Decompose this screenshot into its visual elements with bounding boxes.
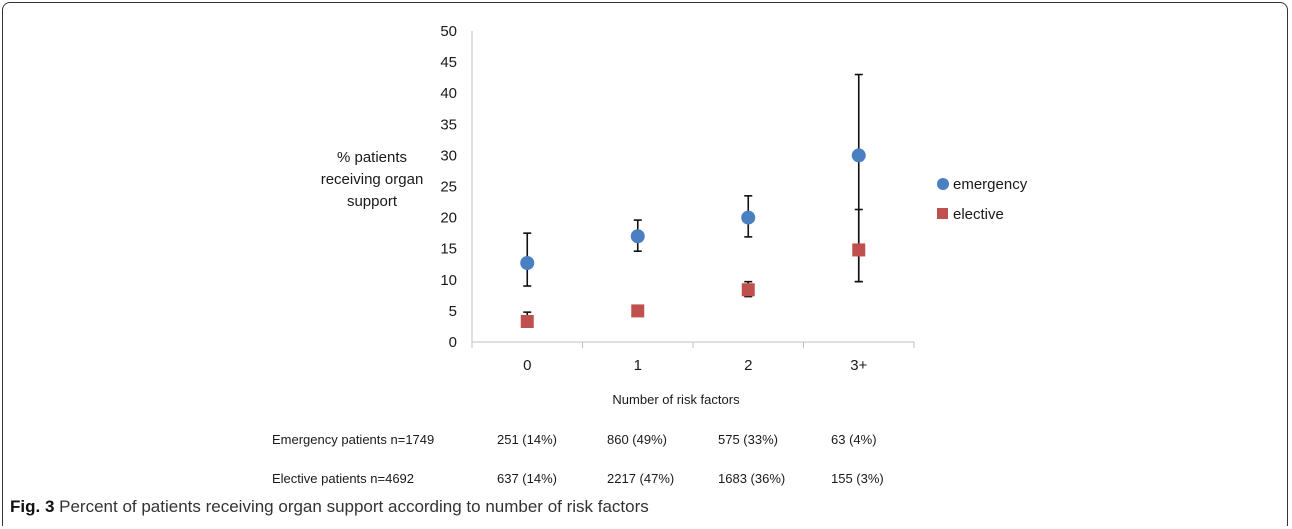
point-elective (631, 304, 645, 318)
y-axis-label-line-1: % patients (337, 149, 407, 166)
y-tick-label: 5 (449, 303, 457, 320)
table-row-label-emergency: Emergency patients n=1749 (272, 432, 434, 447)
table-cell: 251 (14%) (497, 432, 557, 447)
y-tick-label: 20 (440, 210, 457, 227)
legend-label-elective: elective (953, 206, 1004, 223)
counts-table: Emergency patients n=1749 251 (14%) 860 … (272, 432, 884, 486)
figure-caption-text: Percent of patients receiving organ supp… (54, 497, 649, 516)
point-emergency (851, 148, 866, 163)
y-tick-label: 15 (440, 241, 457, 258)
y-tick-label: 35 (440, 116, 457, 133)
table-row-label-elective: Elective patients n=4692 (272, 471, 414, 486)
error-bars (523, 73, 863, 328)
point-elective (520, 314, 534, 328)
x-axis-label: Number of risk factors (612, 392, 740, 407)
y-tick-label: 0 (449, 334, 457, 351)
point-elective (852, 243, 866, 257)
y-tick-label: 45 (440, 54, 457, 71)
y-tick-label: 40 (440, 85, 457, 102)
legend: emergency elective (937, 176, 1028, 223)
y-tick-label: 30 (440, 147, 457, 164)
y-tick-labels: 0 5 10 15 20 25 30 35 40 45 50 (440, 23, 457, 351)
figure-caption: Fig. 3 Percent of patients receiving org… (10, 497, 649, 517)
table-cell: 637 (14%) (497, 471, 557, 486)
table-cell: 575 (33%) (718, 432, 778, 447)
y-tick-label: 50 (440, 23, 457, 40)
x-tick-labels: 0 1 2 3+ (523, 357, 867, 374)
x-tick-label: 0 (523, 357, 531, 374)
legend-marker-elective (937, 208, 948, 219)
point-elective (741, 283, 755, 297)
x-tick-label: 3+ (850, 357, 867, 374)
y-axis-label-line-2: receiving organ (321, 171, 424, 188)
axes (471, 31, 915, 348)
table-cell: 63 (4%) (831, 432, 877, 447)
data-points (520, 148, 866, 328)
x-tick-label: 1 (634, 357, 642, 374)
y-tick-label: 25 (440, 179, 457, 196)
figure-caption-label: Fig. 3 (10, 497, 55, 516)
y-axis-label-line-3: support (347, 193, 398, 210)
table-cell: 1683 (36%) (718, 471, 785, 486)
table-cell: 860 (49%) (607, 432, 667, 447)
point-emergency (741, 210, 756, 225)
legend-marker-emergency (937, 178, 949, 190)
legend-label-emergency: emergency (953, 176, 1028, 193)
point-emergency (630, 229, 645, 244)
x-tick-label: 2 (744, 357, 752, 374)
point-emergency (520, 256, 535, 271)
table-cell: 2217 (47%) (607, 471, 674, 486)
y-tick-label: 10 (440, 272, 457, 289)
table-cell: 155 (3%) (831, 471, 884, 486)
